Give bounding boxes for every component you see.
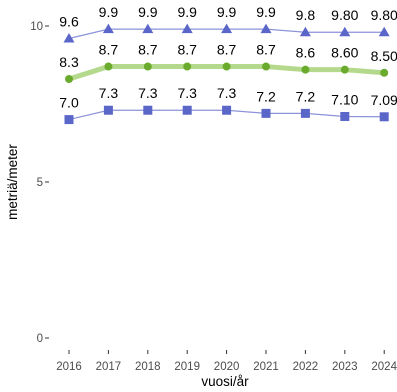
data-point-middle — [104, 62, 113, 71]
data-point-upper — [142, 23, 154, 34]
data-point-lower — [300, 108, 310, 118]
data-label-middle: 8.7 — [99, 42, 119, 58]
x-tick-label: 2021 — [253, 361, 279, 373]
x-tick-label: 2017 — [96, 361, 122, 373]
data-label-upper: 9.9 — [177, 4, 197, 20]
data-point-lower — [340, 111, 350, 121]
data-label-upper: 9.80 — [371, 7, 397, 23]
data-label-upper: 9.9 — [256, 4, 276, 20]
data-point-upper — [299, 26, 311, 37]
data-point-middle — [301, 65, 310, 74]
data-point-middle — [340, 65, 349, 74]
data-label-middle: 8.7 — [217, 42, 237, 58]
x-tick-label: 2022 — [293, 361, 319, 373]
data-label-lower: 7.3 — [217, 85, 237, 101]
data-label-lower: 7.09 — [371, 92, 397, 108]
data-label-lower: 7.2 — [256, 88, 276, 104]
x-tick-label: 2024 — [371, 361, 397, 373]
data-label-upper: 9.9 — [138, 4, 158, 20]
data-point-lower — [103, 105, 113, 115]
x-tick-label: 2016 — [56, 361, 82, 373]
data-point-middle — [65, 75, 73, 84]
data-label-lower: 7.3 — [177, 85, 197, 101]
data-label-lower: 7.2 — [296, 88, 316, 104]
data-point-middle — [222, 62, 231, 71]
data-point-lower — [64, 115, 74, 125]
data-label-middle: 8.3 — [59, 54, 79, 70]
data-point-lower — [222, 105, 232, 115]
data-point-upper — [221, 23, 233, 34]
data-point-upper — [102, 23, 114, 34]
data-point-lower — [182, 105, 192, 115]
data-label-lower: 7.3 — [138, 85, 158, 101]
data-point-upper — [339, 26, 351, 37]
data-label-upper: 9.9 — [217, 4, 237, 20]
series-layer — [63, 23, 390, 125]
data-label-lower: 7.3 — [99, 85, 119, 101]
data-label-lower: 7.10 — [331, 91, 358, 107]
data-point-upper — [378, 26, 390, 37]
data-label-middle: 8.7 — [177, 42, 197, 58]
y-tick-label: 5 — [37, 177, 43, 189]
data-label-middle: 8.60 — [331, 45, 358, 61]
data-label-middle: 8.7 — [256, 42, 276, 58]
y-axis-title: metriä/meter — [5, 144, 20, 220]
y-tick-label: 0 — [37, 333, 43, 345]
data-label-layer: 9.6 9.9 9.9 9.9 9.9 9.9 9.8 9.80 9.80 8.3 8.7 8.7 8.… — [59, 4, 397, 110]
x-tick-label: 2020 — [214, 361, 240, 373]
data-label-upper: 9.8 — [296, 7, 316, 23]
x-axis: 2016 2017 2018 2019 2020 2021 2022 2023 2024 — [56, 350, 397, 373]
data-point-upper — [181, 23, 193, 34]
data-point-middle — [183, 62, 192, 71]
data-label-middle: 8.6 — [296, 45, 316, 61]
data-point-upper — [260, 23, 272, 34]
y-axis: 0 5 10 — [30, 21, 49, 345]
data-point-lower — [261, 108, 271, 118]
data-point-middle — [262, 62, 270, 71]
x-tick-label: 2018 — [135, 361, 161, 373]
x-axis-title: vuosi/år — [201, 374, 249, 389]
x-tick-label: 2023 — [332, 361, 358, 373]
data-point-middle — [143, 62, 152, 71]
data-label-middle: 8.50 — [371, 48, 397, 64]
data-label-upper: 9.80 — [331, 7, 358, 23]
data-point-lower — [143, 105, 153, 115]
data-label-upper: 9.9 — [99, 4, 119, 20]
y-tick-label: 10 — [30, 21, 43, 33]
data-label-upper: 9.6 — [59, 13, 79, 29]
data-point-upper — [63, 32, 75, 43]
data-label-lower: 7.0 — [59, 95, 79, 111]
data-point-middle — [380, 68, 389, 77]
data-label-middle: 8.7 — [138, 42, 158, 58]
data-point-lower — [379, 112, 389, 122]
x-tick-label: 2019 — [174, 361, 200, 373]
